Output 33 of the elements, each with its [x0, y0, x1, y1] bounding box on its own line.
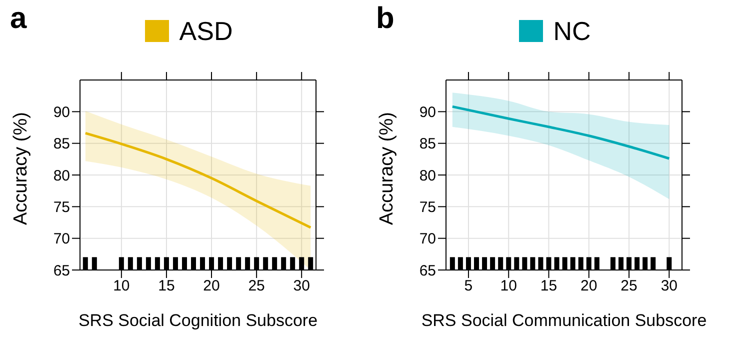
- y-tick-label: 70: [53, 230, 70, 248]
- x-tick-label: 25: [620, 278, 638, 295]
- y-tick-label: 80: [419, 167, 436, 184]
- y-tick-label: 85: [419, 136, 436, 153]
- x-tick-label: 5: [464, 278, 473, 295]
- x-tick-label: 10: [500, 278, 517, 295]
- chart-title: a: [10, 2, 27, 36]
- line-series: [451, 105, 670, 160]
- y-tick-label: 85: [53, 136, 70, 153]
- x-tick-label: 20: [580, 278, 598, 295]
- legend-label: ASD: [179, 16, 233, 46]
- x-tick-label: 30: [293, 278, 310, 295]
- y-axis-title: Accuracy (%): [376, 112, 398, 225]
- y-tick-label: 90: [419, 104, 436, 121]
- x-tick-label: 25: [248, 278, 265, 295]
- x-tick-label: 10: [113, 278, 130, 295]
- chart-title: b: [376, 2, 394, 36]
- x-tick-label: 15: [540, 278, 558, 295]
- x-axis-title: SRS Social Communication Subscore: [421, 311, 707, 330]
- legend-label: NC: [553, 16, 591, 46]
- x-tick-label: 20: [203, 278, 220, 295]
- y-tick-label: 80: [53, 167, 70, 184]
- y-tick-label: 90: [53, 104, 70, 121]
- x-axis-title: SRS Social Cognition Subscore: [78, 311, 318, 330]
- y-tick-label: 65: [53, 262, 70, 280]
- x-tick-label: 30: [660, 278, 678, 295]
- y-tick-label: 75: [53, 198, 70, 216]
- x-tick-label: 15: [158, 278, 175, 295]
- y-tick-label: 75: [419, 198, 436, 216]
- line-series: [84, 132, 312, 229]
- y-axis-title: Accuracy (%): [10, 112, 32, 225]
- y-tick-label: 70: [419, 230, 436, 248]
- y-tick-label: 65: [419, 262, 436, 280]
